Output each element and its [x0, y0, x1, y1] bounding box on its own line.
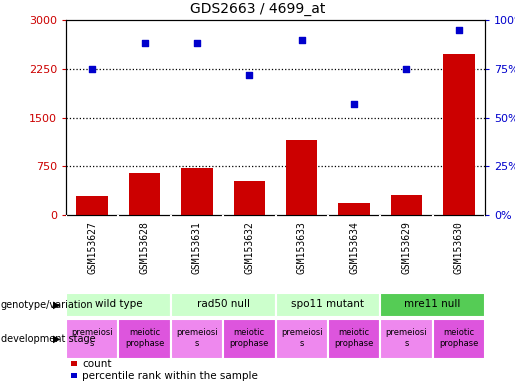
Text: genotype/variation: genotype/variation	[1, 300, 93, 310]
Bar	[66, 293, 171, 317]
Bar	[276, 293, 380, 317]
Text: meiotic
prophase: meiotic prophase	[334, 328, 374, 348]
Point	[350, 101, 358, 107]
Text: count: count	[82, 359, 112, 369]
Text: development stage: development stage	[1, 334, 95, 344]
Text: GSM153627: GSM153627	[87, 221, 97, 274]
Point	[455, 26, 463, 33]
Text: meiotic
prophase: meiotic prophase	[230, 328, 269, 348]
Bar	[433, 319, 485, 359]
Text: meiotic
prophase: meiotic prophase	[125, 328, 164, 348]
Bar	[443, 54, 474, 215]
Point	[141, 40, 149, 46]
Bar	[66, 319, 118, 359]
Bar	[380, 319, 433, 359]
Text: GSM153629: GSM153629	[401, 221, 411, 274]
Bar	[181, 168, 213, 215]
Point	[193, 40, 201, 46]
Bar	[171, 319, 223, 359]
Bar	[76, 196, 108, 215]
Bar	[338, 203, 370, 215]
Text: GSM153630: GSM153630	[454, 221, 464, 274]
Bar	[328, 319, 380, 359]
Bar	[234, 180, 265, 215]
Text: ▶: ▶	[54, 334, 61, 344]
Text: spo11 mutant: spo11 mutant	[291, 300, 365, 310]
Bar	[118, 319, 171, 359]
Text: meiotic
prophase: meiotic prophase	[439, 328, 478, 348]
Bar	[391, 195, 422, 215]
Bar	[286, 140, 317, 215]
Text: premeiosi
s: premeiosi s	[281, 328, 322, 348]
Point	[402, 66, 410, 72]
Text: rad50 null: rad50 null	[197, 300, 250, 310]
Point	[298, 36, 306, 43]
Text: premeiosi
s: premeiosi s	[176, 328, 218, 348]
Text: percentile rank within the sample: percentile rank within the sample	[82, 371, 259, 381]
Bar	[129, 173, 160, 215]
Text: GSM153628: GSM153628	[140, 221, 149, 274]
Bar	[171, 293, 276, 317]
Point	[245, 71, 253, 78]
Text: wild type: wild type	[95, 300, 142, 310]
Bar	[223, 319, 276, 359]
Text: GSM153633: GSM153633	[297, 221, 307, 274]
Text: GSM153631: GSM153631	[192, 221, 202, 274]
Point	[88, 66, 96, 72]
Text: GDS2663 / 4699_at: GDS2663 / 4699_at	[190, 2, 325, 16]
Bar	[276, 319, 328, 359]
Bar	[380, 293, 485, 317]
Text: premeiosi
s: premeiosi s	[386, 328, 427, 348]
Text: GSM153632: GSM153632	[244, 221, 254, 274]
Text: mre11 null: mre11 null	[404, 300, 461, 310]
Text: ▶: ▶	[54, 300, 61, 310]
Text: premeiosi
s: premeiosi s	[72, 328, 113, 348]
Text: GSM153634: GSM153634	[349, 221, 359, 274]
